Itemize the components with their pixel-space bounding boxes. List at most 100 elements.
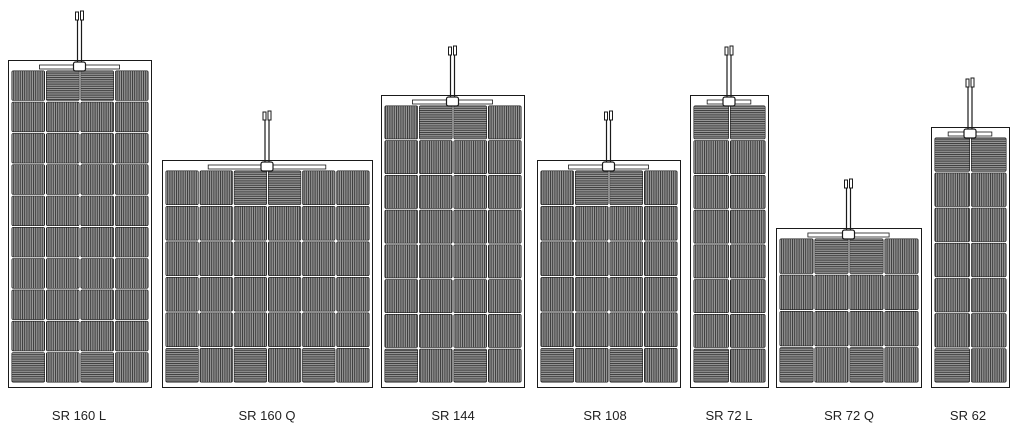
solar-cell	[11, 133, 46, 164]
solar-cell	[970, 313, 1007, 348]
solar-cell	[336, 276, 370, 312]
solar-cell	[693, 244, 729, 279]
solar-cell	[199, 241, 233, 277]
solar-cell	[336, 241, 370, 277]
solar-cell	[487, 209, 522, 244]
solar-cell	[302, 312, 336, 347]
connector	[448, 46, 452, 56]
solar-cell	[336, 347, 370, 383]
connector	[609, 110, 613, 121]
solar-cell	[693, 313, 729, 348]
solar-cell	[643, 347, 678, 383]
solar-cell	[487, 348, 522, 383]
solar-cell	[384, 313, 418, 348]
solar-cell	[11, 164, 46, 195]
solar-cell	[814, 274, 849, 310]
solar-cell	[849, 238, 884, 274]
solar-cell	[729, 313, 766, 348]
solar-cell	[199, 347, 233, 383]
connector	[849, 178, 853, 189]
connector	[965, 78, 970, 88]
solar-cell	[693, 348, 729, 383]
solar-cell	[970, 348, 1007, 383]
solar-cell	[165, 347, 199, 383]
solar-cell	[302, 347, 336, 383]
connector	[453, 45, 457, 56]
solar-cell	[336, 170, 370, 206]
solar-cell	[45, 164, 80, 195]
solar-cell	[814, 238, 849, 274]
solar-cell	[934, 348, 970, 383]
panel-sr-160-l	[8, 10, 152, 388]
junction-box	[722, 96, 736, 107]
solar-cell	[779, 310, 814, 347]
solar-cell	[729, 279, 766, 313]
junction-box	[963, 128, 977, 139]
solar-cell	[233, 206, 267, 241]
label-sr-160-q: SR 160 Q	[238, 408, 296, 423]
solar-cell	[115, 227, 149, 258]
panel-sr-144	[381, 45, 525, 388]
solar-cell	[540, 347, 574, 383]
solar-cell	[453, 279, 487, 313]
solar-cell	[11, 352, 46, 383]
connector	[604, 111, 608, 121]
solar-cell	[267, 312, 302, 347]
panel-sr-160-q	[162, 110, 373, 388]
solar-cell	[418, 313, 453, 348]
solar-cell	[384, 140, 418, 175]
solar-cell	[80, 289, 115, 320]
connector	[267, 110, 272, 121]
solar-cell	[11, 70, 46, 101]
solar-cell	[45, 101, 80, 133]
solar-cell	[302, 276, 336, 312]
solar-cell	[934, 242, 970, 278]
solar-cell	[729, 175, 766, 209]
solar-cell	[45, 289, 80, 320]
solar-cell	[453, 175, 487, 209]
solar-cell	[115, 289, 149, 320]
solar-cell	[80, 227, 115, 258]
solar-cell	[487, 244, 522, 279]
label-sr-62: SR 62	[949, 408, 987, 423]
connector	[75, 11, 79, 21]
solar-cell	[934, 172, 970, 207]
solar-cell	[574, 347, 609, 383]
solar-cell	[115, 195, 149, 227]
solar-cell	[384, 175, 418, 209]
connector	[724, 46, 729, 56]
solar-cell	[609, 347, 643, 383]
solar-cell	[336, 312, 370, 347]
solar-cell	[199, 312, 233, 347]
solar-cell	[934, 278, 970, 313]
solar-cell	[165, 276, 199, 312]
solar-cell	[115, 320, 149, 352]
solar-cell	[487, 313, 522, 348]
solar-cell	[418, 209, 453, 244]
solar-cell	[233, 347, 267, 383]
solar-cell	[302, 241, 336, 277]
solar-cell	[487, 175, 522, 209]
solar-cell	[453, 244, 487, 279]
solar-cell	[729, 209, 766, 244]
solar-cell	[693, 175, 729, 209]
solar-cell	[540, 312, 574, 347]
solar-cell	[643, 206, 678, 241]
solar-cell	[267, 241, 302, 277]
label-sr-160-l: SR 160 L	[51, 408, 107, 423]
solar-cell	[643, 241, 678, 277]
solar-cell	[487, 140, 522, 175]
solar-cell	[574, 206, 609, 241]
solar-cell	[643, 312, 678, 347]
solar-cell	[540, 276, 574, 312]
solar-cell	[540, 241, 574, 277]
solar-cell	[115, 101, 149, 133]
solar-cell	[609, 312, 643, 347]
solar-cell	[934, 207, 970, 242]
solar-cell	[11, 195, 46, 227]
solar-cell	[540, 170, 574, 206]
solar-cell	[384, 279, 418, 313]
solar-cell	[45, 195, 80, 227]
solar-cell	[849, 310, 884, 347]
solar-cell	[779, 274, 814, 310]
